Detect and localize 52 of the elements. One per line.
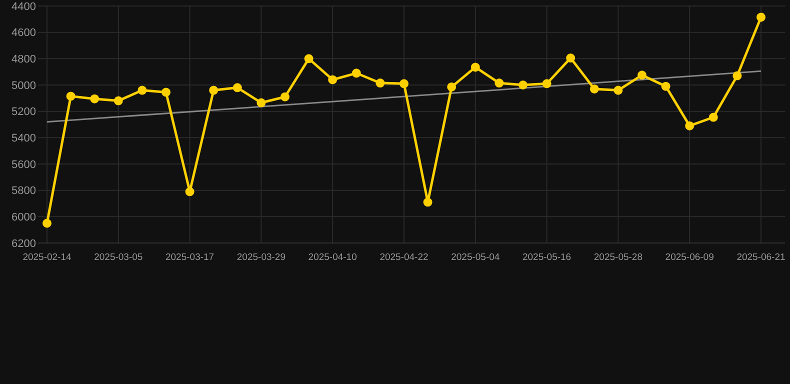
point — [614, 86, 623, 95]
point — [542, 79, 552, 88]
point — [376, 78, 385, 88]
y-tick-label: 6200 — [12, 238, 36, 250]
point — [209, 86, 218, 95]
x-tick-label: 2025-03-17 — [165, 252, 214, 263]
x-tick-label: 2025-04-22 — [380, 252, 428, 263]
y-tick-label: 4800 — [12, 54, 36, 66]
point — [400, 79, 408, 88]
point — [708, 112, 718, 122]
point — [352, 68, 361, 78]
y-tick-label: 5400 — [12, 132, 36, 145]
x-tick-label: 2025-05-28 — [594, 252, 643, 263]
point — [518, 80, 528, 90]
point — [304, 54, 314, 64]
point — [90, 94, 100, 104]
point — [470, 62, 480, 72]
y-tick-label: 6000 — [12, 212, 36, 224]
point — [66, 92, 76, 101]
x-tick-label: 2025-03-05 — [94, 252, 143, 263]
point — [732, 71, 742, 80]
y-tick-label: 5800 — [12, 185, 36, 198]
y-tick-label: 4400 — [12, 0, 36, 13]
y-tick-label: 5000 — [12, 80, 36, 92]
point — [162, 88, 170, 97]
x-tick-label: 2025-06-21 — [736, 252, 786, 263]
point — [685, 121, 694, 130]
point — [232, 83, 242, 92]
point — [114, 96, 123, 106]
point — [328, 75, 338, 84]
y-tick-label: 5600 — [12, 158, 36, 171]
point — [661, 82, 670, 91]
point — [494, 78, 504, 88]
point — [138, 86, 147, 95]
point — [638, 70, 646, 80]
point — [447, 82, 456, 92]
point — [280, 92, 290, 102]
x-tick-label: 2025-05-04 — [451, 252, 500, 263]
x-tick-label: 2025-03-29 — [236, 252, 286, 263]
x-tick-label: 2025-05-16 — [522, 252, 572, 263]
x-tick-label: 2025-04-10 — [308, 252, 357, 263]
y-tick-label: 4600 — [12, 27, 36, 40]
y-tick-label: 5200 — [12, 106, 36, 118]
point — [256, 98, 266, 108]
point — [566, 54, 576, 63]
point — [185, 187, 194, 196]
point — [42, 218, 52, 228]
point — [590, 84, 599, 94]
x-tick-label: 2025-06-09 — [665, 252, 714, 263]
point — [423, 198, 432, 207]
point — [756, 12, 766, 22]
x-tick-label: 2025-02-14 — [22, 252, 72, 263]
